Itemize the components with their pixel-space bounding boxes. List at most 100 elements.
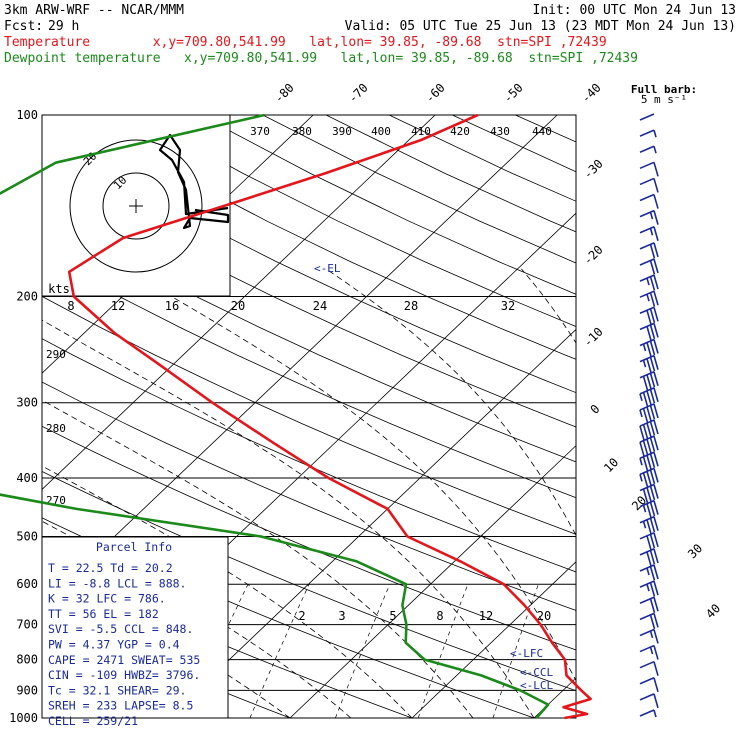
- mixing-ratio-line: [417, 584, 469, 718]
- wind-barb-flag: [653, 323, 659, 338]
- moist-adiabat: [42, 319, 535, 718]
- level-marker: <-CCL: [520, 666, 553, 679]
- wind-barb: [639, 677, 659, 693]
- wind-barb-flag: [649, 389, 656, 404]
- wind-barb-staff: [639, 161, 655, 170]
- pressure-tick-label: 900: [16, 683, 38, 697]
- dewpoint-trace: [0, 113, 550, 719]
- wind-barb-flag: [653, 500, 659, 515]
- plot-frame: [41, 114, 577, 719]
- dry-adiabat: [42, 133, 576, 394]
- parcel-info-row: CAPE = 2471 SWEAT= 535: [48, 653, 200, 667]
- wind-barb-flag: [646, 455, 652, 470]
- temperature-legend: Temperature x,y=709.80,541.99 lat,lon= 3…: [4, 35, 607, 50]
- wind-barb-flag: [639, 425, 645, 441]
- theta-label: 440: [532, 125, 552, 138]
- dry-adiabat: [579, 115, 740, 731]
- hodograph-ring: [69, 139, 203, 273]
- parcel-info-row: SREH = 233 LAPSE= 8.5: [48, 699, 193, 713]
- wind-barb-flag: [646, 503, 652, 518]
- wind-barb-flag: [653, 242, 659, 258]
- wind-barb-flag: [653, 580, 659, 596]
- wind-barb-half: [653, 709, 657, 718]
- wind-barb-half: [639, 409, 643, 418]
- wind-barb: [639, 548, 659, 567]
- wind-barb-flag: [649, 421, 656, 436]
- wind-barb: [639, 209, 659, 225]
- pressure-tick-label: 100: [16, 108, 38, 122]
- wind-barb-flag: [653, 274, 659, 290]
- wind-barb-flag: [649, 550, 656, 565]
- wind-barb: [639, 660, 659, 676]
- theta-label: 370: [250, 125, 270, 138]
- isotherm-label: -70: [346, 81, 371, 106]
- wind-barb: [639, 129, 657, 138]
- wind-barb: [639, 370, 659, 391]
- theta-e-label: 280: [46, 422, 66, 435]
- mixing-ratio-label: 8: [436, 609, 443, 623]
- parcel-info-frame: [41, 536, 229, 719]
- isotherm-label: -40: [579, 81, 604, 106]
- wind-barb: [639, 161, 659, 177]
- wind-barb-flag: [653, 693, 659, 709]
- pressure-tick-label: 700: [16, 618, 38, 632]
- wind-barb: [639, 193, 659, 209]
- dry-adiabat: [42, 338, 576, 573]
- wind-barb-staff: [639, 644, 655, 653]
- forecast-label: Fcst:: [4, 19, 43, 34]
- isotherm-label: -10: [581, 325, 606, 350]
- wind-barb: [639, 451, 659, 471]
- wind-barb-half: [646, 277, 650, 286]
- isotherm-label: 10: [601, 455, 621, 475]
- wind-barb-staff: [639, 596, 655, 604]
- wind-barb-flag: [646, 310, 652, 325]
- wind-barb-flag: [653, 371, 659, 386]
- wind-barb-flag: [649, 582, 656, 597]
- wind-barb: [639, 580, 659, 597]
- pressure-tick-label: 400: [16, 471, 38, 485]
- temperature-trace: [67, 113, 592, 720]
- mixing-ratio-label: 3: [338, 609, 345, 623]
- wind-barb-flag: [649, 453, 656, 468]
- wind-barb-flag: [653, 532, 659, 548]
- valid-time: Valid: 05 UTC Tue 25 Jun 13 (23 MDT Mon …: [345, 19, 736, 34]
- theta-label: 420: [450, 125, 470, 138]
- wind-barb-flag: [646, 422, 652, 438]
- wind-barb-flag: [649, 292, 656, 307]
- wind-barb-staff: [639, 226, 655, 234]
- wind-barb-flag: [653, 162, 659, 177]
- mixing-ratio-line: [249, 584, 310, 718]
- wind-barb-flag: [653, 548, 659, 564]
- wind-barb-staff: [639, 693, 655, 701]
- moist-adiabat: [325, 268, 576, 537]
- pressure-tick-label: 800: [16, 653, 38, 667]
- pressure-tick-label: 1000: [9, 711, 38, 725]
- isotherm-line: [289, 445, 576, 718]
- forecast-hours: 29 h: [48, 19, 79, 34]
- isotherm-line: [656, 115, 740, 718]
- wind-barb-flag: [653, 339, 659, 354]
- moist-adiabat: [124, 268, 576, 682]
- wind-barb: [639, 467, 659, 488]
- dry-adiabat: [42, 173, 576, 428]
- wind-barb-flag: [653, 597, 659, 612]
- hodograph-speed-label: 28: [404, 299, 418, 313]
- wind-barb: [639, 644, 659, 660]
- level-marker: <-LCL: [520, 679, 553, 692]
- wind-barb-half: [653, 129, 657, 138]
- level-marker: <-EL: [314, 262, 341, 275]
- wind-barb: [639, 628, 659, 644]
- isotherm-label: -80: [272, 81, 297, 106]
- hodograph-speed-label: 32: [501, 299, 515, 313]
- wind-barb-flag: [653, 613, 659, 628]
- wind-barb: [639, 322, 659, 341]
- hodograph-speed-label: 8: [67, 299, 74, 313]
- wind-barb: [639, 403, 659, 423]
- mixing-ratio-label: 5: [389, 609, 396, 623]
- wind-barb-flag: [642, 424, 649, 439]
- wind-barb: [639, 419, 659, 441]
- wind-barb-flag: [646, 551, 652, 567]
- wind-barb-flag: [646, 342, 652, 357]
- moist-adiabat: [42, 465, 413, 718]
